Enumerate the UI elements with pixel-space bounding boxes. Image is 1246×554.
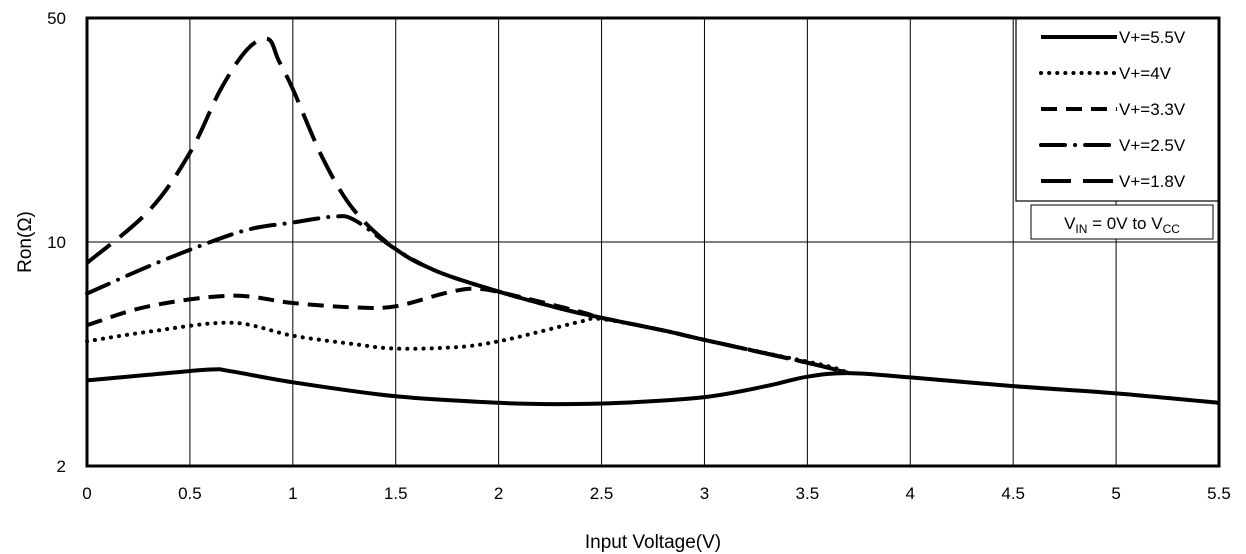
y-tick-label: 2: [57, 457, 66, 476]
annotation-middle: = 0V to V: [1087, 214, 1163, 233]
y-axis-title: Ron(Ω): [15, 211, 36, 273]
series-layer: [85, 36, 1220, 407]
legend-label: V+=2.5V: [1119, 136, 1186, 155]
legend-label: V+=4V: [1119, 64, 1172, 83]
x-tick-label: 4: [906, 484, 915, 503]
x-axis-title: Input Voltage(V): [585, 532, 721, 553]
annotation-text: VIN = 0V to VCC: [1064, 214, 1180, 236]
series-line: [85, 316, 851, 376]
series-line: [85, 36, 850, 376]
legend-items: V+=5.5V V+=4V V+=3.3V V+=2.5V V+=1.8V: [1039, 28, 1186, 191]
x-tick-label: 3.5: [796, 484, 820, 503]
annotation-box: [1030, 204, 1214, 240]
legend-label: V+=1.8V: [1119, 172, 1186, 191]
x-tick-label: 1: [288, 484, 297, 503]
plot-frame: [85, 16, 1221, 468]
y-tick-label: 10: [47, 233, 66, 252]
legend-label: V+=3.3V: [1119, 100, 1186, 119]
legend-label: V+=5.5V: [1119, 28, 1186, 47]
series-line: [85, 214, 851, 376]
y-tick-labels: 2 10 50: [47, 9, 66, 476]
x-tick-label: 5: [1111, 484, 1120, 503]
x-tick-label: 0: [82, 484, 91, 503]
x-tick-label: 1.5: [384, 484, 408, 503]
y-tick-label: 50: [47, 9, 66, 28]
annotation-prefix: V: [1064, 214, 1076, 233]
x-tick-label: 2.5: [590, 484, 614, 503]
x-tick-label: 0.5: [178, 484, 202, 503]
series-line: [86, 286, 850, 376]
x-tick-label: 3: [700, 484, 709, 503]
annotation-sub-cc: CC: [1163, 222, 1181, 236]
annotation-sub-in: IN: [1075, 222, 1087, 236]
x-tick-labels: 0 0.5 1 1.5 2 2.5 3 3.5 4 4.5 5 5.5: [82, 484, 1231, 503]
series-line: [86, 367, 1220, 407]
x-tick-label: 4.5: [1001, 484, 1025, 503]
x-tick-label: 5.5: [1207, 484, 1231, 503]
x-tick-label: 2: [494, 484, 503, 503]
